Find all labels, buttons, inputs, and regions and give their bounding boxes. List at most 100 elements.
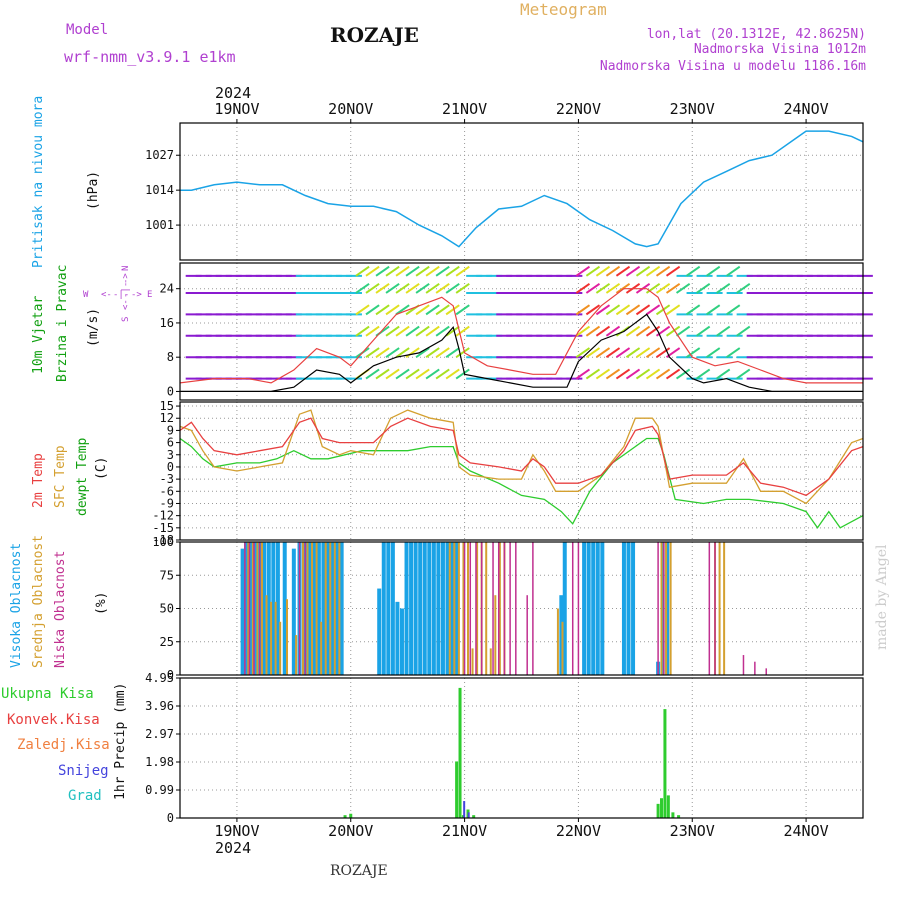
compass-wbar: -|- (113, 290, 129, 300)
compass-wrarrow: -> (131, 290, 142, 300)
wind-arrow (405, 282, 420, 294)
wind-arrow (706, 265, 721, 277)
cloud-bar (320, 621, 323, 675)
wind-arrow (605, 304, 621, 316)
wind-arrow (375, 347, 390, 359)
wind-arrow (435, 325, 450, 337)
cloud-bar (665, 542, 668, 675)
cloud-bar (253, 542, 258, 675)
wind-arrow (595, 368, 611, 380)
cloud-bar (386, 542, 391, 675)
wind-arrow (615, 282, 631, 294)
cloud-bar (714, 542, 716, 675)
wind-arrow (595, 282, 611, 294)
precip-bar (455, 761, 459, 818)
wind-arrow (415, 304, 430, 316)
x-tick-label-top: 20NOV (328, 100, 373, 118)
cloud-bar (526, 595, 528, 675)
cloud-bar (240, 548, 245, 675)
wind-arrow (455, 265, 470, 277)
cloud-bar (765, 668, 767, 675)
cloud-bar (586, 542, 591, 675)
cloud-bar (409, 542, 414, 675)
y-tick-label: 1.98 (145, 755, 174, 769)
cloud-bar (311, 542, 314, 675)
wind-arrow (585, 282, 601, 294)
wind-arrow (385, 347, 400, 359)
wind-arrow (665, 304, 681, 316)
wind-arrow (736, 325, 751, 337)
wind-arrow (425, 265, 440, 277)
wind-arrow (736, 368, 751, 380)
cloud-bar (253, 542, 255, 675)
wind-arrow (385, 282, 400, 294)
wind-arrow (395, 265, 410, 277)
lonlat-text: lon,lat (20.1312E, 42.8625N) (647, 27, 866, 42)
precip-bar (463, 801, 466, 818)
wind-arrow (355, 265, 370, 277)
legend-hail: Grad (68, 788, 102, 804)
compass-sbar: -|- (121, 282, 131, 298)
cloud-bar (260, 542, 263, 675)
panel-frame (179, 401, 864, 541)
cloud-bar (471, 648, 474, 675)
cloud-bar (306, 542, 309, 675)
footer-title: ROZAJE (330, 863, 388, 879)
cloud-bar (492, 542, 494, 675)
precip-bar (656, 803, 660, 818)
y-tick-label: -18 (152, 533, 174, 547)
wind-arrow (575, 368, 591, 380)
cloud-bar (404, 542, 409, 675)
y-tick-label: -15 (152, 521, 174, 535)
y-tick-label: 12 (160, 411, 174, 425)
cloud-bar (431, 542, 436, 675)
cloud-bar (329, 542, 332, 675)
x-tick-label-bottom: 22NOV (556, 822, 601, 840)
wind-gust-line (179, 288, 863, 384)
y-tick-label: 4.95 (145, 671, 174, 685)
wind-arrow (425, 325, 440, 337)
wind-arrow (435, 304, 450, 316)
wind-arrow (696, 282, 711, 294)
cloud-bar (258, 542, 261, 675)
panel-frame (179, 677, 864, 819)
wind-arrow (415, 265, 430, 277)
wind-arrow (605, 265, 621, 277)
wind-arrow (575, 325, 591, 337)
cloud-bar (723, 542, 726, 675)
cloud-bar (251, 542, 254, 675)
wind-arrow (365, 325, 380, 337)
cloud-bar (436, 542, 441, 675)
compass-slarrow: <- (121, 299, 131, 310)
cloud-bar (480, 542, 483, 675)
cloud-bar (600, 542, 605, 675)
cloud-bar (307, 542, 312, 675)
y-tick-label: -9 (160, 496, 174, 510)
wind-arrow (395, 325, 410, 337)
cloud-bar (485, 542, 488, 675)
precip-bar (343, 815, 347, 818)
cloud-bar (335, 542, 340, 675)
y-tick-label: -12 (152, 509, 174, 523)
wind-arrow (615, 265, 631, 277)
cloud-bar (315, 542, 318, 675)
cloud-bar (669, 542, 672, 675)
wind-arrow (425, 347, 440, 359)
precip-bar (671, 812, 675, 818)
wind-arrow (445, 325, 460, 337)
wind-speed-line (180, 313, 863, 392)
wind-ylabel-2: Brzina i Pravac (55, 265, 70, 382)
cloud-bar (298, 542, 301, 675)
cloud-bar (631, 542, 636, 675)
x-tick-label-top: 23NOV (670, 100, 715, 118)
cloud-bar (282, 542, 287, 675)
panel-bg (180, 678, 863, 818)
precip-bar (467, 812, 470, 818)
wind-arrow (625, 325, 641, 337)
station-title: ROZAJE (330, 23, 419, 47)
wind-arrow (435, 282, 450, 294)
cloud-bar (582, 542, 587, 675)
y-tick-label: 100 (152, 535, 174, 549)
cloud-bar (399, 608, 404, 675)
y-tick-label: 3 (167, 448, 174, 462)
